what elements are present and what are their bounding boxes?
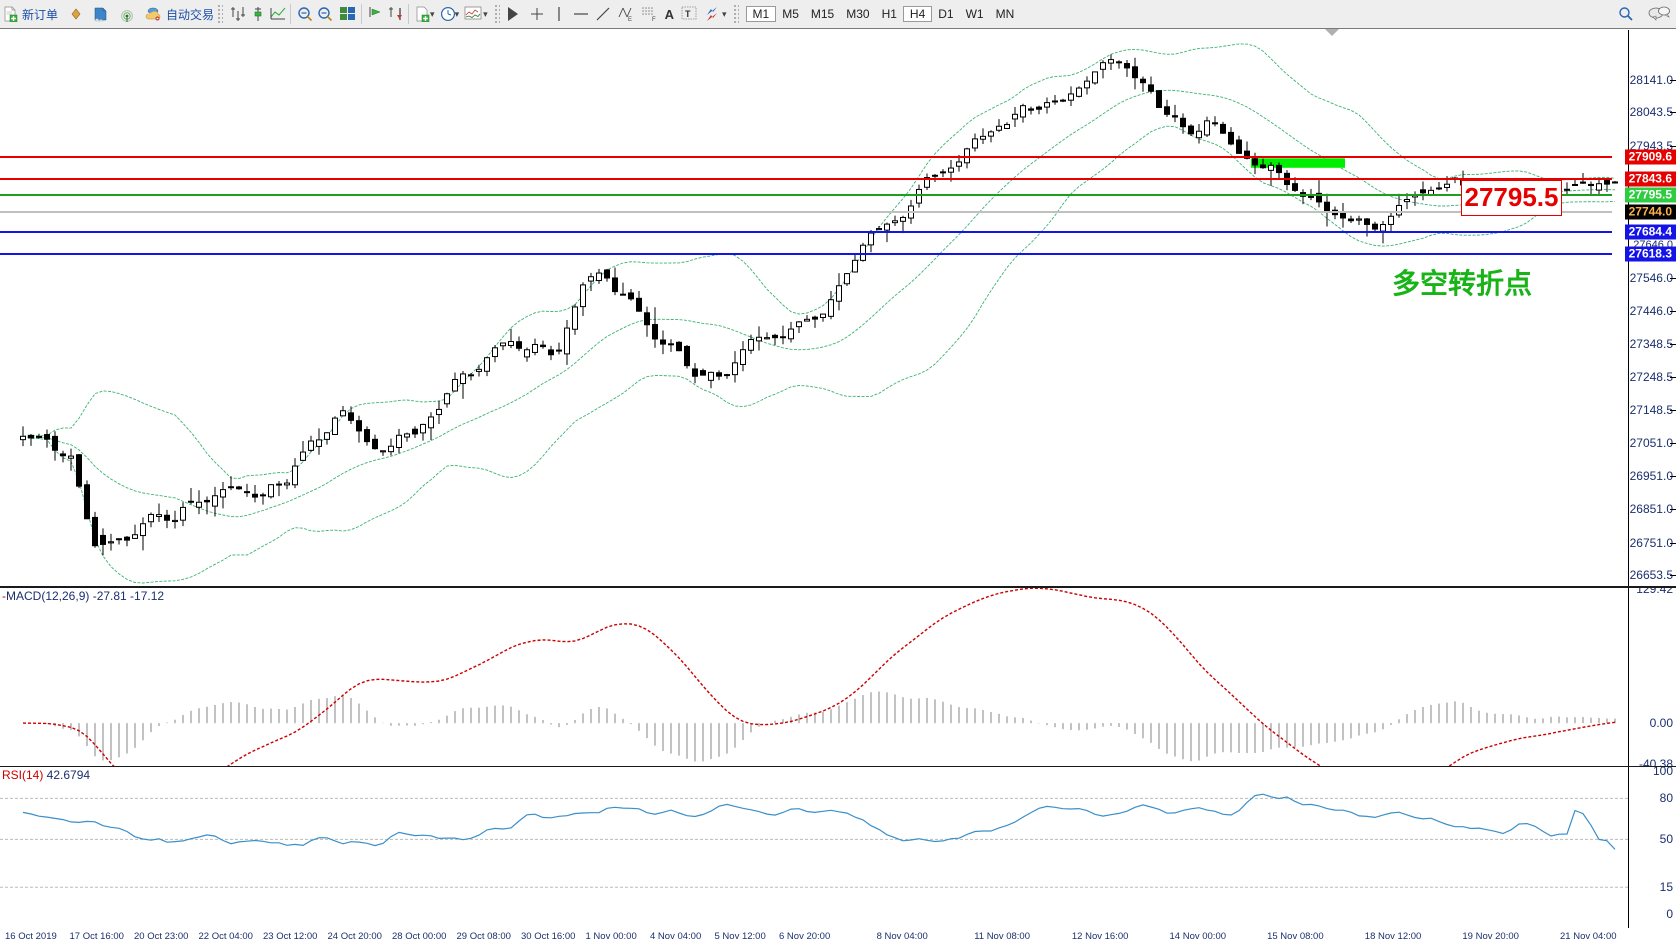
svg-text:F: F bbox=[652, 17, 656, 22]
svg-text:T: T bbox=[685, 9, 691, 19]
svg-text:E: E bbox=[628, 17, 632, 22]
